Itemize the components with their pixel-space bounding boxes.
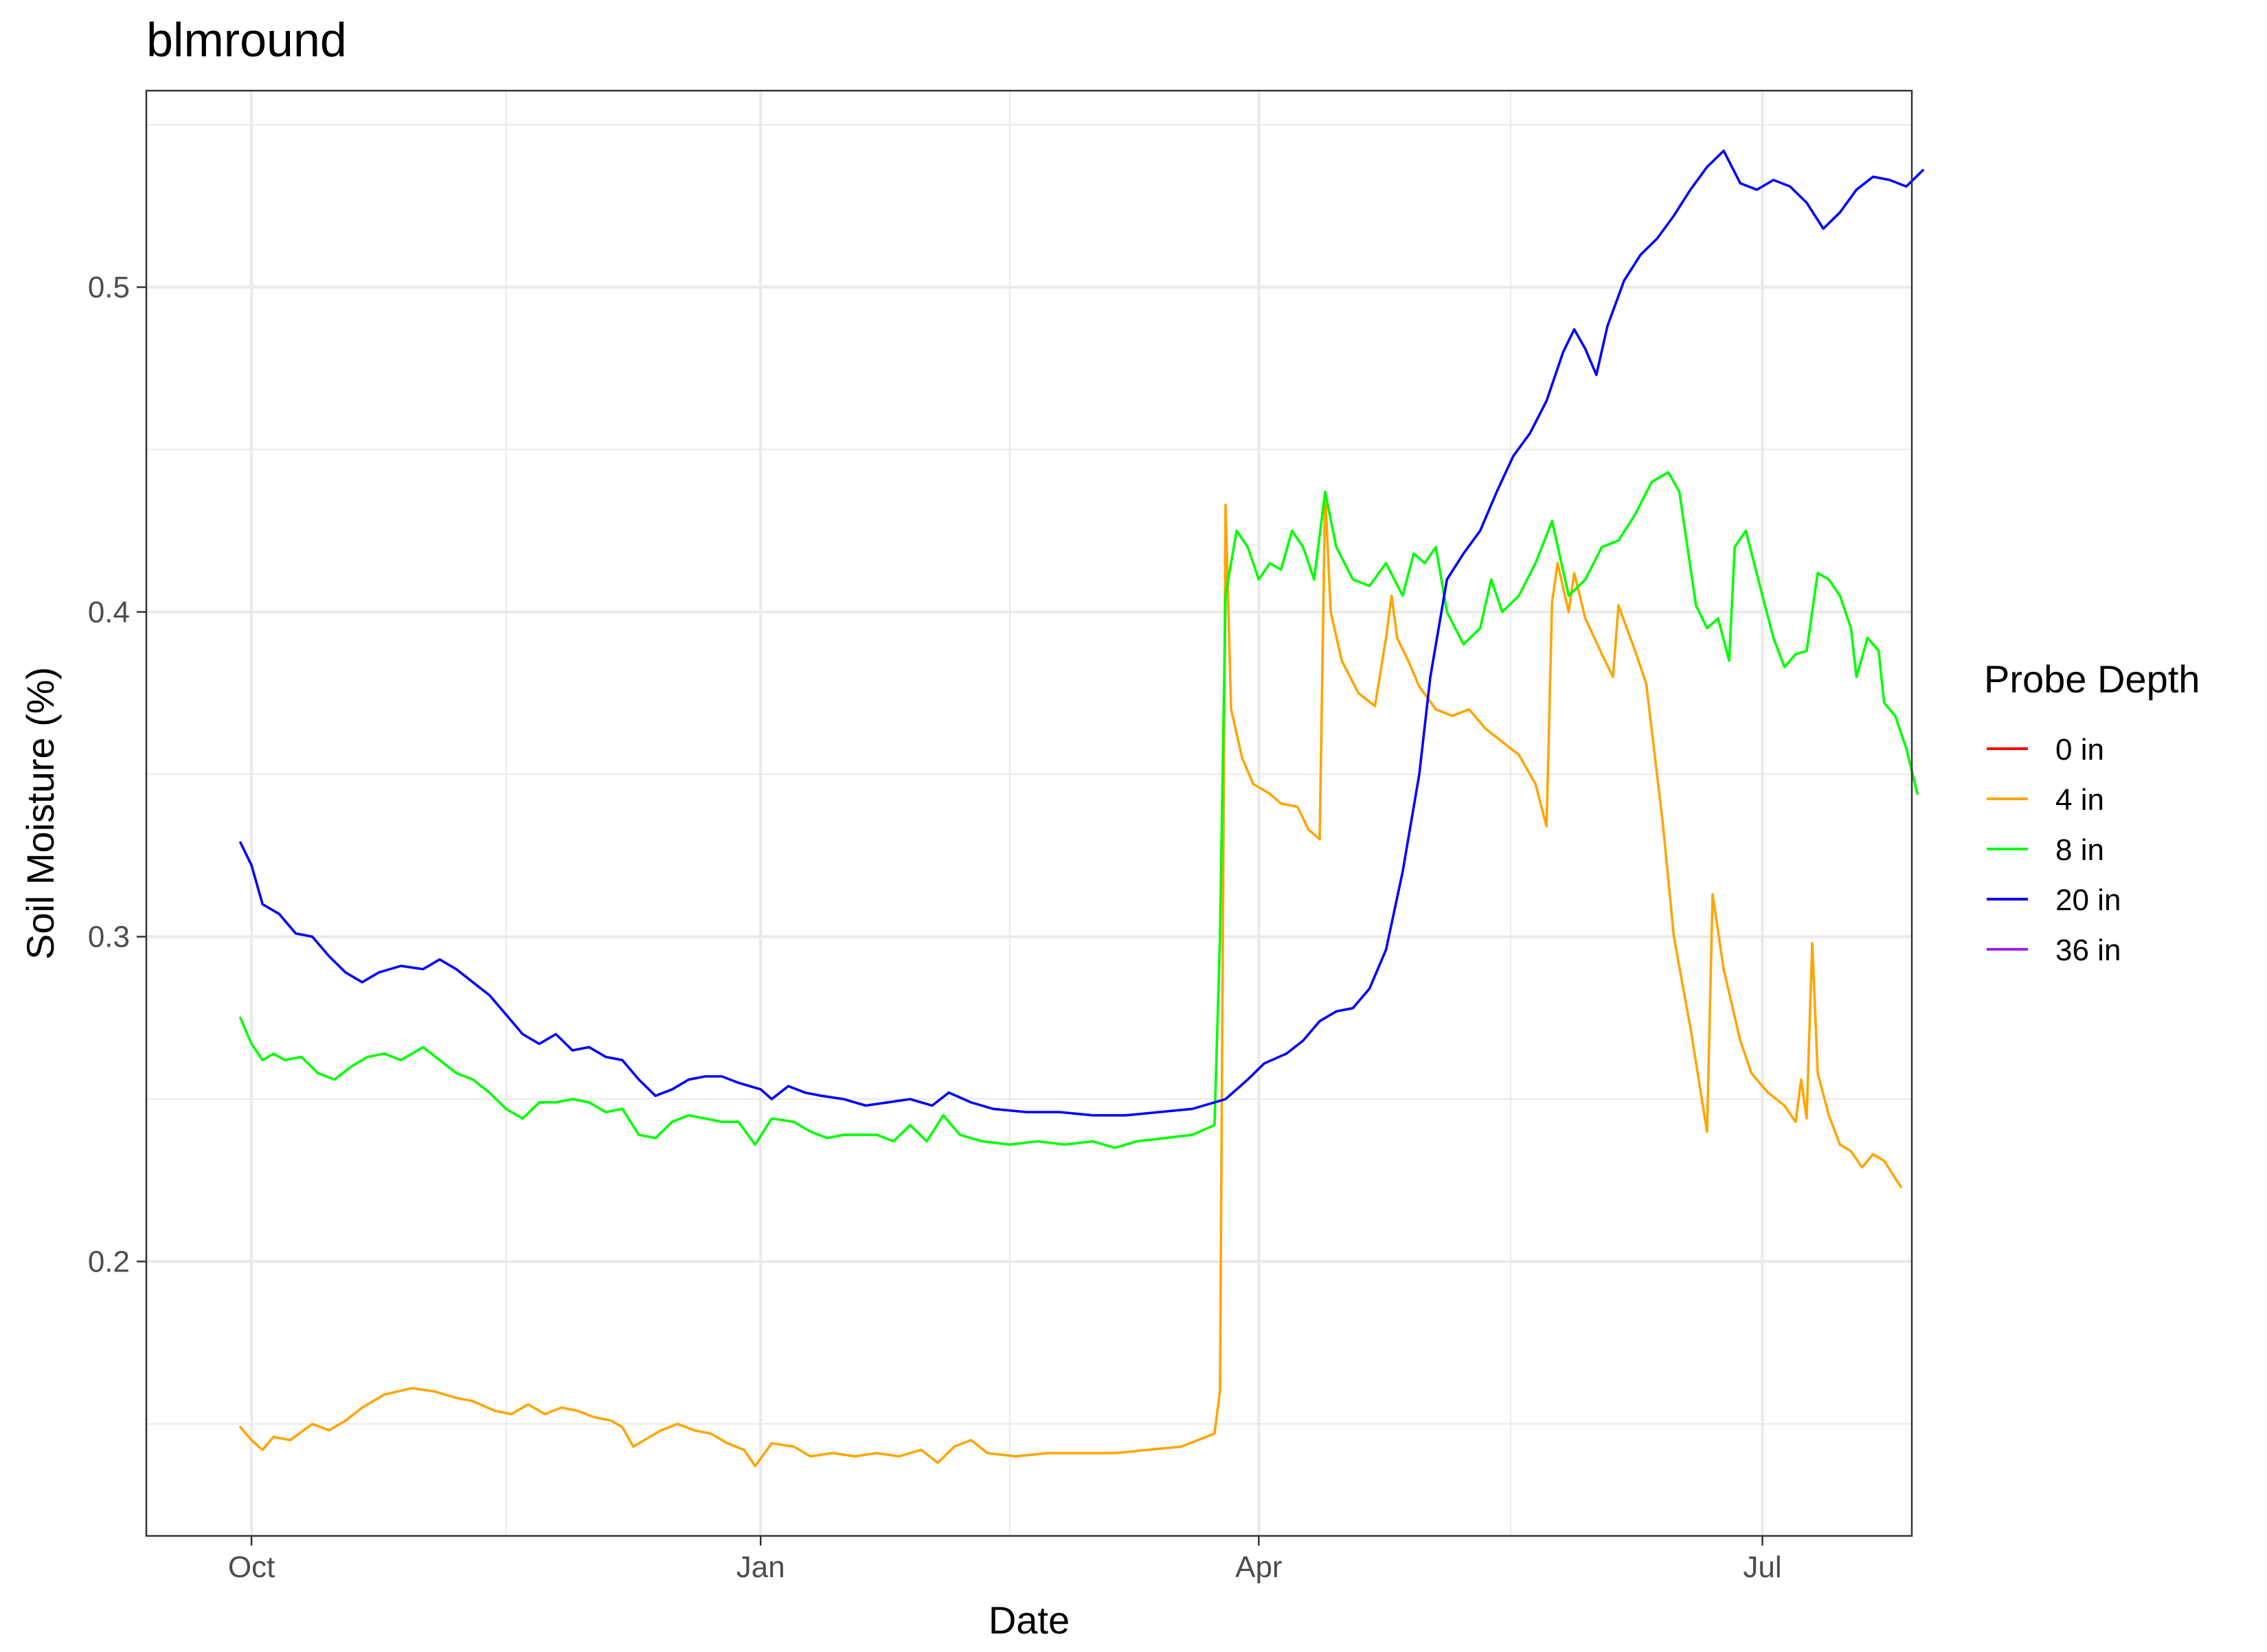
x-tick-label: Apr	[1235, 1550, 1282, 1584]
legend-item: 36 in	[1987, 934, 2121, 967]
legend-label: 8 in	[2055, 833, 2104, 867]
x-tick-label: Jul	[1743, 1550, 1781, 1584]
y-tick-label: 0.3	[88, 920, 130, 954]
x-tick-label: Oct	[228, 1550, 275, 1584]
x-axis-title: Date	[989, 1598, 1070, 1642]
y-tick-label: 0.5	[88, 271, 130, 304]
legend-item: 8 in	[1987, 833, 2104, 867]
plot-panel	[146, 91, 1912, 1536]
legend-title: Probe Depth	[1984, 657, 2200, 701]
series-line-4-in	[239, 490, 1902, 1468]
legend-label: 20 in	[2055, 883, 2121, 917]
legend-label: 0 in	[2055, 733, 2104, 767]
legend-label: 4 in	[2055, 783, 2104, 817]
y-tick-label: 0.4	[88, 596, 130, 629]
y-tick-label: 0.2	[88, 1245, 130, 1278]
series-line-20-in	[239, 149, 1924, 1117]
legend-item: 20 in	[1987, 883, 2121, 917]
series-line-8-in	[239, 471, 1919, 1149]
chart-title: blmround	[146, 13, 347, 67]
x-axis: Oct Jan Apr Jul	[228, 1536, 1782, 1584]
plot-border	[145, 89, 1913, 1537]
legend-label: 36 in	[2055, 934, 2121, 967]
series-lines	[239, 149, 1924, 1468]
legend-items: 0 in 4 in 8 in 20 in 36 in	[1987, 733, 2121, 967]
x-tick-label: Jan	[736, 1550, 785, 1584]
legend: Probe Depth 0 in 4 in 8 in 20 in 36 in	[1984, 657, 2200, 967]
legend-item: 4 in	[1987, 783, 2104, 817]
y-axis: 0.2 0.3 0.4 0.5	[88, 271, 146, 1278]
y-axis-title: Soil Moisture (%)	[19, 667, 62, 960]
legend-item: 0 in	[1987, 733, 2104, 767]
